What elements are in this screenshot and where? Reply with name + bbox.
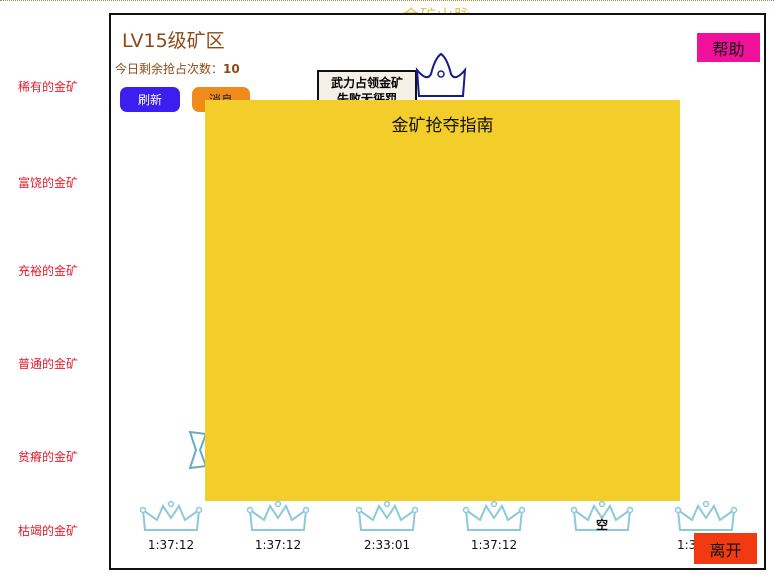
notice-line-1: 武力占领金矿 xyxy=(330,76,403,90)
remaining-attempts: 今日剩余抢占次数：10 xyxy=(115,60,240,77)
mine-slot-3[interactable]: 2:33:01 xyxy=(352,500,422,552)
crown-icon xyxy=(246,500,310,531)
guide-title: 金矿抢夺指南 xyxy=(391,116,494,136)
mine-slot-6[interactable]: 1:3 xyxy=(671,500,741,552)
sidebar-item-depleted[interactable]: 枯竭的金矿 xyxy=(18,524,79,538)
crown-icon xyxy=(413,52,469,106)
mine-slot-4[interactable]: 1:37:12 xyxy=(459,500,529,552)
crown-icon xyxy=(674,500,738,531)
mine-slot-2[interactable]: 1:37:12 xyxy=(243,500,313,552)
slot-timer: 1:3 xyxy=(677,538,697,552)
help-button[interactable]: 帮助 xyxy=(697,33,760,62)
slot-timer: 1:37:12 xyxy=(470,538,518,552)
sidebar-item-ample[interactable]: 充裕的金矿 xyxy=(18,264,79,278)
sidebar-item-normal[interactable]: 普通的金矿 xyxy=(18,357,79,371)
sidebar-item-poor[interactable]: 贫瘠的金矿 xyxy=(18,450,79,464)
slot-timer: 1:37:12 xyxy=(147,538,195,552)
zone-title: LV15级矿区 xyxy=(122,30,225,52)
slot-empty-label: 空 xyxy=(595,518,608,532)
crown-icon xyxy=(355,500,419,531)
crown-icon xyxy=(462,500,526,531)
mine-slot-1[interactable]: 1:37:12 xyxy=(136,500,206,552)
slot-timer: 1:37:12 xyxy=(254,538,302,552)
sidebar-item-rich[interactable]: 富饶的金矿 xyxy=(18,176,79,190)
slot-timer: 2:33:01 xyxy=(363,538,411,552)
crown-icon xyxy=(570,500,634,531)
sidebar-item-rare[interactable]: 稀有的金矿 xyxy=(18,80,79,94)
attempts-label: 今日剩余抢占次数： xyxy=(115,62,224,76)
guide-dialog: 金矿抢夺指南 xyxy=(205,100,680,501)
crown-icon xyxy=(139,500,203,531)
refresh-button[interactable]: 刷新 xyxy=(120,87,180,112)
attempts-value: 10 xyxy=(223,62,240,76)
top-border xyxy=(0,0,774,1)
leave-button[interactable]: 离开 xyxy=(694,533,757,564)
mine-slot-5[interactable]: 空 xyxy=(567,500,637,534)
